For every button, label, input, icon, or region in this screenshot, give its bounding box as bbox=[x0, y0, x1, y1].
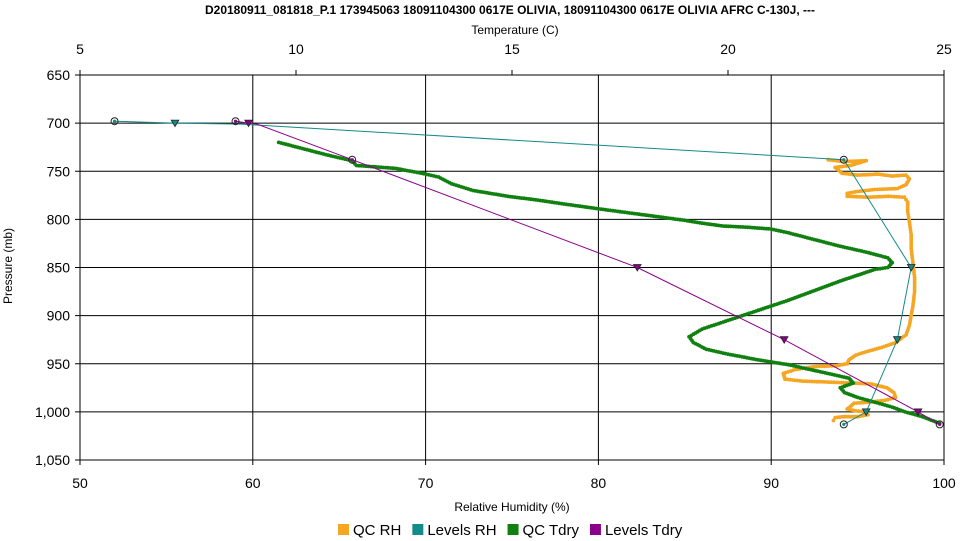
bottom-axis: 50 60 70 80 90 100 bbox=[72, 460, 956, 491]
legend-item-levels-tdry: Levels Tdry bbox=[589, 522, 683, 539]
legend-item-qc-rh: QC RH bbox=[338, 522, 401, 539]
left-axis: 650 700 750 800 850 900 950 1,000 1,050 bbox=[35, 67, 80, 468]
legend-label: QC RH bbox=[353, 522, 401, 539]
legend-label: Levels Tdry bbox=[605, 522, 683, 539]
grid bbox=[80, 75, 944, 460]
top-tick-label: 20 bbox=[720, 41, 736, 57]
bottom-tick-label: 70 bbox=[418, 475, 434, 491]
level-marker-triangle bbox=[244, 119, 253, 128]
series-qc-rh bbox=[781, 157, 917, 423]
top-axis: 5 10 15 20 25 bbox=[76, 41, 952, 75]
left-tick-label: 700 bbox=[47, 115, 71, 131]
level-marker-dot bbox=[233, 119, 238, 123]
bottom-tick-label: 100 bbox=[932, 475, 956, 491]
level-marker-circle bbox=[935, 420, 944, 429]
legend-item-levels-rh: Levels RH bbox=[412, 522, 497, 539]
level-marker-triangle bbox=[861, 408, 871, 417]
left-tick-label: 850 bbox=[47, 260, 71, 276]
series-levels-tdry bbox=[231, 117, 944, 429]
top-tick-label: 15 bbox=[504, 41, 520, 57]
legend-swatch bbox=[507, 524, 519, 535]
bottom-tick-label: 90 bbox=[763, 475, 779, 491]
legend-swatch bbox=[589, 524, 601, 535]
left-tick-label: 750 bbox=[47, 163, 71, 179]
top-tick-label: 5 bbox=[76, 41, 84, 57]
level-marker-triangle bbox=[170, 119, 180, 128]
series-levels-rh bbox=[110, 117, 916, 429]
series-line bbox=[114, 120, 912, 425]
level-marker-triangle bbox=[906, 264, 916, 272]
level-marker-triangle bbox=[779, 336, 789, 344]
left-tick-label: 950 bbox=[47, 356, 71, 372]
left-tick-label: 1,050 bbox=[35, 452, 70, 468]
level-marker-dot bbox=[938, 422, 942, 426]
bottom-tick-label: 80 bbox=[591, 475, 607, 491]
level-marker-circle bbox=[231, 117, 240, 126]
level-marker-circle bbox=[839, 155, 848, 164]
legend-swatch bbox=[338, 524, 349, 535]
level-marker-circle bbox=[839, 420, 848, 429]
bottom-tick-label: 50 bbox=[72, 475, 88, 491]
bottom-tick-label: 60 bbox=[245, 475, 261, 491]
level-marker-circle bbox=[110, 117, 119, 126]
data-point bbox=[831, 418, 836, 423]
level-marker-dot bbox=[842, 158, 846, 162]
level-marker-triangle bbox=[913, 408, 923, 417]
level-marker-dot bbox=[350, 158, 354, 162]
level-marker-dot bbox=[842, 422, 846, 426]
level-marker-dot bbox=[112, 119, 117, 123]
level-marker-triangle bbox=[892, 336, 902, 344]
data-point bbox=[833, 415, 837, 420]
series-qc-tdry bbox=[276, 140, 942, 426]
legend-item-qc-tdry: QC Tdry bbox=[507, 522, 580, 539]
left-tick-label: 800 bbox=[47, 211, 71, 227]
left-tick-label: 1,000 bbox=[35, 404, 70, 420]
legend-swatch bbox=[412, 524, 424, 535]
chart-title: D20180911_081818_P.1 173945063 180911043… bbox=[205, 3, 815, 17]
top-axis-label: Temperature (C) bbox=[471, 23, 558, 37]
top-tick-label: 10 bbox=[288, 41, 304, 57]
bottom-axis-label: Relative Humidity (%) bbox=[454, 500, 569, 514]
left-tick-label: 650 bbox=[47, 67, 71, 83]
left-tick-label: 900 bbox=[47, 308, 71, 324]
level-marker-circle bbox=[348, 155, 357, 164]
legend-label: Levels RH bbox=[427, 522, 496, 539]
series-layer bbox=[110, 117, 944, 429]
level-marker-triangle bbox=[632, 264, 642, 272]
data-point bbox=[845, 191, 850, 196]
legend: QC RH Levels RH QC Tdry Levels Tdry bbox=[338, 522, 683, 539]
left-axis-label: Pressure (mb) bbox=[1, 228, 15, 304]
legend-label: QC Tdry bbox=[523, 522, 580, 539]
top-tick-label: 25 bbox=[936, 41, 952, 57]
